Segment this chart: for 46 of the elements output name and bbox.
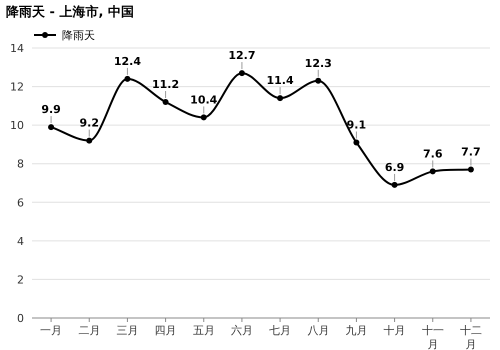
y-tick-label: 10 bbox=[10, 119, 24, 132]
y-tick-label: 4 bbox=[17, 234, 24, 248]
x-tick-label: 六月 bbox=[230, 324, 253, 337]
point bbox=[124, 76, 130, 82]
legend-label: 降雨天 bbox=[62, 29, 95, 42]
point bbox=[86, 138, 92, 144]
x-tick-label: 三月 bbox=[116, 324, 138, 337]
data-label: 12.3 bbox=[304, 56, 332, 70]
y-tick-label: 6 bbox=[17, 196, 24, 210]
x-tick-label: 八月 bbox=[307, 324, 330, 337]
data-label: 11.2 bbox=[152, 78, 180, 91]
point bbox=[48, 124, 54, 130]
x-tick-label: 二月 bbox=[78, 324, 100, 337]
data-label: 9.2 bbox=[80, 116, 99, 130]
chart-title: 降雨天 - 上海市, 中国 bbox=[6, 4, 134, 20]
x-tick-label: 五月 bbox=[192, 324, 215, 337]
data-label: 9.9 bbox=[41, 103, 61, 116]
data-label: 6.9 bbox=[384, 160, 404, 174]
point bbox=[392, 182, 398, 188]
point bbox=[353, 140, 360, 146]
data-label: 7.6 bbox=[423, 147, 443, 160]
data-label: 12.7 bbox=[228, 49, 256, 62]
x-tick-label: 十二月 bbox=[460, 324, 482, 350]
x-tick-label: 十月 bbox=[384, 324, 406, 337]
x-tick-label: 七月 bbox=[269, 324, 292, 337]
point bbox=[430, 168, 436, 174]
x-tick-label: 九月 bbox=[345, 324, 368, 337]
data-label: 7.7 bbox=[461, 146, 481, 158]
y-tick-label: 12 bbox=[10, 80, 24, 94]
data-label: 11.4 bbox=[266, 74, 294, 88]
y-tick-label: 0 bbox=[17, 312, 24, 325]
x-tick-label: 四月 bbox=[154, 324, 177, 337]
y-tick-label: 14 bbox=[10, 42, 24, 55]
y-tick-label: 8 bbox=[17, 158, 24, 171]
data-label: 12.4 bbox=[114, 54, 142, 68]
x-tick-label: 一月 bbox=[40, 324, 62, 337]
data-label: 9.1 bbox=[346, 118, 366, 132]
point bbox=[468, 166, 474, 172]
y-tick-label: 2 bbox=[17, 273, 24, 286]
point bbox=[277, 95, 284, 102]
x-tick-label: 十一月 bbox=[422, 324, 444, 350]
point bbox=[315, 78, 322, 84]
point bbox=[200, 114, 207, 120]
point bbox=[238, 70, 245, 76]
point bbox=[162, 99, 169, 105]
data-label: 10.4 bbox=[190, 93, 218, 106]
